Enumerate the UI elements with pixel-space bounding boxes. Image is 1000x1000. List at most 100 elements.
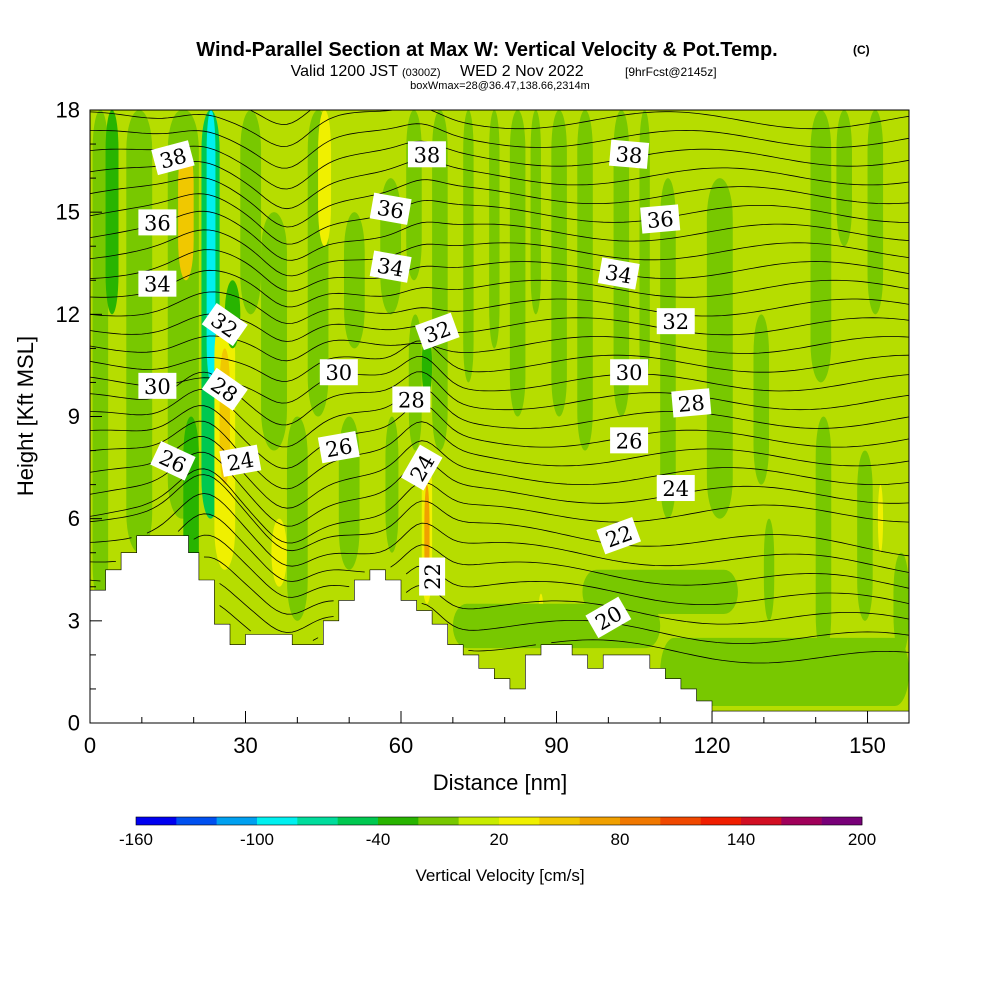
contour-label-text: 22 xyxy=(421,563,445,590)
contour-label: 28 xyxy=(201,367,248,411)
terrain xyxy=(89,535,910,724)
colorbar-tick-label: -100 xyxy=(240,830,274,849)
velocity-band xyxy=(706,178,733,519)
x-axis-label: Distance [nm] xyxy=(433,770,568,795)
contour-label-text: 28 xyxy=(398,388,425,412)
velocity-band xyxy=(530,110,541,315)
chart-title: Wind-Parallel Section at Max W: Vertical… xyxy=(196,39,777,61)
contour-label: 36 xyxy=(640,204,681,234)
contour-label-text: 30 xyxy=(144,375,171,399)
velocity-band xyxy=(815,416,832,655)
colorbar-swatch xyxy=(297,817,338,825)
isentrope-line xyxy=(90,420,909,490)
contour-label: 28 xyxy=(392,386,431,413)
contour-label: 26 xyxy=(317,431,360,464)
contour-label: 36 xyxy=(369,192,412,225)
velocity-band xyxy=(660,637,909,706)
contour-label: 36 xyxy=(138,209,177,236)
colorbar-swatch xyxy=(378,817,419,825)
contour-label-text: 26 xyxy=(324,434,354,462)
velocity-band xyxy=(836,110,852,247)
isentrope-line xyxy=(90,534,909,605)
velocity-band xyxy=(489,110,500,349)
velocity-band xyxy=(286,416,308,621)
colorbar-title: Vertical Velocity [cm/s] xyxy=(415,866,584,885)
isentrope-line xyxy=(90,140,909,190)
valid-date-label: WED 2 Nov 2022 xyxy=(460,63,584,80)
isentrope-line xyxy=(219,583,909,644)
isentrope-line xyxy=(90,249,909,292)
contour-label-text: 34 xyxy=(603,260,633,288)
contour-label-text: 36 xyxy=(144,211,171,235)
contour-label: 34 xyxy=(597,257,640,290)
velocity-band xyxy=(271,518,287,587)
isentrope-line xyxy=(90,340,909,382)
velocity-band xyxy=(463,110,474,383)
y-tick-label: 0 xyxy=(68,711,80,736)
contour-label: 30 xyxy=(138,372,177,399)
isentrope-line xyxy=(90,176,909,228)
colorbar-swatch xyxy=(216,817,258,825)
contour-label-text: 24 xyxy=(662,477,689,501)
chart-title-mark: (C) xyxy=(853,43,870,57)
y-tick-label: 3 xyxy=(68,608,80,633)
colorbar-swatch xyxy=(620,817,661,825)
colorbar-swatch xyxy=(136,817,177,825)
colorbar-tick-label: 140 xyxy=(727,830,755,849)
contour-label: 26 xyxy=(610,427,649,454)
velocity-band xyxy=(867,110,884,315)
colorbar-swatch xyxy=(781,817,822,825)
colorbar-tick-label: -40 xyxy=(366,830,391,849)
contour-label: 24 xyxy=(656,475,695,502)
contour-label-text: 38 xyxy=(615,142,644,168)
colorbar-tick-label: 200 xyxy=(848,830,876,849)
contour-label-text: 30 xyxy=(325,361,352,385)
colorbar-swatch xyxy=(700,817,742,825)
isentrope-line xyxy=(90,123,909,169)
isentrope-line xyxy=(90,159,909,210)
contour-label: 32 xyxy=(414,312,460,351)
contour-label: 24 xyxy=(219,444,262,477)
x-tick-label: 60 xyxy=(389,733,413,758)
x-tick-label: 120 xyxy=(694,733,731,758)
contour-label-text: 38 xyxy=(414,143,441,167)
isentrope-line xyxy=(90,269,909,308)
velocity-band xyxy=(343,212,365,349)
contour-label-text: 24 xyxy=(225,448,255,476)
contour-label: 34 xyxy=(369,250,412,283)
colorbar-swatch xyxy=(257,817,298,825)
max-w-label: boxWmax=28@36.47,138.66,2314m xyxy=(410,80,590,92)
contour-label: 38 xyxy=(609,139,650,169)
isentrope-line xyxy=(219,605,909,664)
isentrope-line xyxy=(90,403,909,469)
colorbar-frame xyxy=(135,816,863,826)
contour-label: 22 xyxy=(596,516,642,555)
y-tick-label: 9 xyxy=(68,404,80,429)
velocity-band xyxy=(385,416,399,553)
velocity-band xyxy=(206,110,216,383)
contour-label: 32 xyxy=(656,308,695,335)
x-axis-ticks: 0 30 60 90 120 150 xyxy=(84,711,886,758)
velocity-band xyxy=(763,518,775,621)
isentrope-line xyxy=(90,493,909,573)
x-tick-label: 30 xyxy=(233,733,257,758)
potential-temperature-contours xyxy=(90,110,909,664)
colorbar-swatch xyxy=(741,817,782,825)
velocity-band xyxy=(810,110,832,383)
x-tick-label: 0 xyxy=(84,733,96,758)
y-axis-ticks: 0 3 6 9 12 15 18 xyxy=(56,98,102,736)
velocity-band xyxy=(126,110,153,553)
isentrope-line xyxy=(203,556,909,625)
colorbar-swatch xyxy=(579,817,621,825)
contour-label: 34 xyxy=(138,270,177,297)
utc-time-label: (0300Z) xyxy=(402,67,441,79)
velocity-band xyxy=(509,110,526,417)
colorbar-swatch xyxy=(337,817,379,825)
isentrope-line xyxy=(90,513,909,589)
contour-label-text: 34 xyxy=(144,273,171,297)
y-tick-label: 12 xyxy=(56,302,80,327)
velocity-band xyxy=(261,212,287,451)
velocity-band xyxy=(577,110,593,451)
